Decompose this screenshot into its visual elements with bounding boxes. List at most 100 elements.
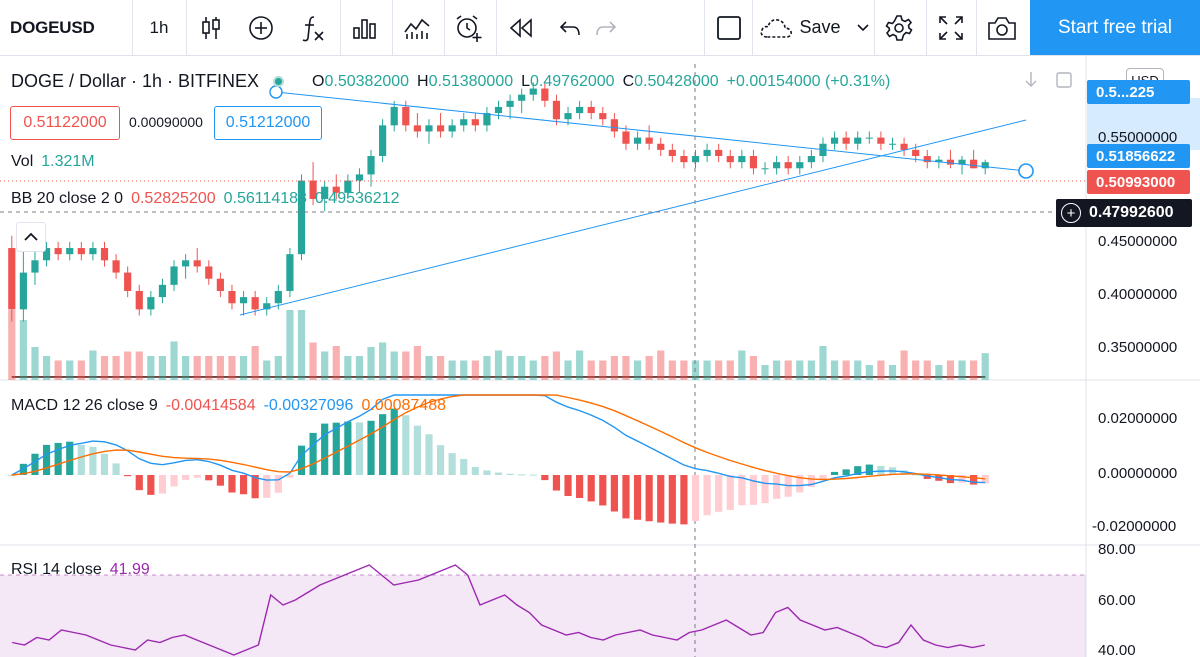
volume-bar (958, 360, 966, 380)
save-button[interactable]: Save (756, 0, 872, 55)
alarm-icon[interactable] (452, 0, 486, 55)
candle-body (205, 266, 213, 279)
volume-bar (448, 360, 456, 380)
interval-selector[interactable]: 1h (149, 17, 169, 37)
volume-bar (738, 350, 746, 380)
gear-icon[interactable] (884, 0, 914, 55)
volume-bar (784, 360, 792, 380)
candle-body (935, 159, 943, 163)
chevron-up-icon (24, 232, 38, 241)
candle-body (436, 125, 445, 132)
macd-histogram-bar (286, 475, 294, 478)
macd-histogram-bar (854, 466, 862, 475)
volume-bar (761, 365, 769, 380)
sell-button[interactable]: 0.51122000 (10, 106, 120, 140)
macd-histogram-bar (807, 475, 815, 487)
chart-canvas[interactable] (0, 56, 1200, 657)
macd-histogram-bar (355, 422, 364, 475)
scroll-down-icon[interactable] (1024, 70, 1038, 95)
symbol-search[interactable]: DOGEUSD (10, 17, 95, 37)
candle-body (297, 180, 306, 255)
rsi-band (0, 575, 1086, 657)
bollinger-upper: 0.56114188 (223, 190, 307, 207)
low-label: L (521, 72, 531, 90)
volume-bar (355, 356, 364, 380)
macd-histogram-bar (680, 475, 688, 525)
candle-body (703, 149, 711, 157)
candle-body (77, 248, 85, 255)
fx-icon[interactable] (298, 0, 328, 55)
volume-bar (610, 356, 618, 380)
volume-bar (344, 356, 352, 380)
volume-bar (367, 347, 375, 380)
buy-button[interactable]: 0.51212000 (214, 106, 322, 140)
volume-bar (633, 360, 642, 380)
volume-bar (888, 365, 897, 380)
maximize-pane-icon[interactable] (1056, 72, 1072, 93)
macd-histogram-bar (726, 475, 734, 510)
bollinger-legend[interactable]: BB 20 close 2 0 0.52825200 0.56114188 0.… (11, 190, 407, 208)
volume-bar (773, 360, 781, 380)
candle-body (54, 248, 62, 255)
candle-body (645, 137, 653, 144)
macd-histogram-bar (564, 475, 572, 496)
camera-icon[interactable] (986, 0, 1018, 55)
macd-histogram-bar (506, 473, 514, 475)
macd-axis-tick: -0.02000000 (1092, 518, 1177, 535)
macd-histogram-bar (923, 475, 931, 479)
plus-icon[interactable]: + (1061, 203, 1081, 223)
volume-bar (807, 360, 815, 380)
macd-legend[interactable]: MACD 12 26 close 9 -0.00414584 -0.003270… (11, 397, 454, 415)
layout-icon[interactable] (714, 0, 744, 55)
volume-bar (726, 360, 734, 380)
volume-bar (19, 320, 27, 380)
candles-icon[interactable] (196, 0, 226, 55)
bar-chart-icon[interactable] (350, 0, 380, 55)
compare-icon[interactable] (402, 0, 432, 55)
market-status-icon[interactable] (273, 76, 285, 87)
rsi-line (12, 564, 985, 656)
macd-histogram-bar (379, 414, 387, 475)
volume-bar (77, 360, 85, 380)
macd-histogram-bar (970, 475, 978, 485)
candle-body (691, 156, 700, 163)
candle-body (726, 156, 734, 163)
add-indicator-icon[interactable] (246, 0, 276, 55)
fullscreen-icon[interactable] (936, 0, 966, 55)
candle-body (19, 272, 27, 310)
macd-histogram-bar (610, 475, 618, 512)
candle-body (912, 149, 920, 157)
macd-histogram-bar (529, 474, 537, 476)
candle-body (529, 88, 537, 95)
redo-icon[interactable] (592, 0, 620, 55)
collapse-legend-button[interactable] (16, 222, 46, 252)
rsi-axis-tick: 80.00 (1098, 541, 1136, 558)
volume-bar (599, 360, 607, 380)
volume-bar (946, 360, 955, 380)
volume-bar (274, 356, 282, 380)
macd-histogram-bar (552, 475, 561, 491)
volume-bar (970, 360, 978, 380)
volume-legend[interactable]: Vol 1.321M (11, 153, 103, 171)
rsi-axis-tick: 40.00 (1098, 642, 1136, 657)
volume-bar (923, 360, 931, 380)
replay-icon[interactable] (506, 0, 536, 55)
candle-body (796, 162, 804, 169)
start-free-trial-button[interactable]: Start free trial (1030, 0, 1200, 55)
trendline-price-tag: 0.51856622 (1087, 144, 1190, 168)
macd-histogram-bar (657, 475, 665, 523)
candle-body (390, 106, 398, 126)
separator (340, 0, 341, 55)
candle-body (425, 125, 433, 132)
macd-histogram-bar (124, 475, 132, 477)
undo-icon[interactable] (556, 0, 584, 55)
chevron-down-icon[interactable] (856, 23, 869, 32)
macd-histogram-bar (715, 475, 723, 512)
volume-bar (135, 351, 143, 380)
candle-body (854, 137, 862, 144)
rsi-legend[interactable]: RSI 14 close 41.99 (11, 561, 158, 579)
candle-body (599, 113, 607, 120)
macd-histogram-bar (576, 475, 584, 498)
volume-bar (100, 356, 109, 380)
volume-bar (981, 353, 989, 380)
